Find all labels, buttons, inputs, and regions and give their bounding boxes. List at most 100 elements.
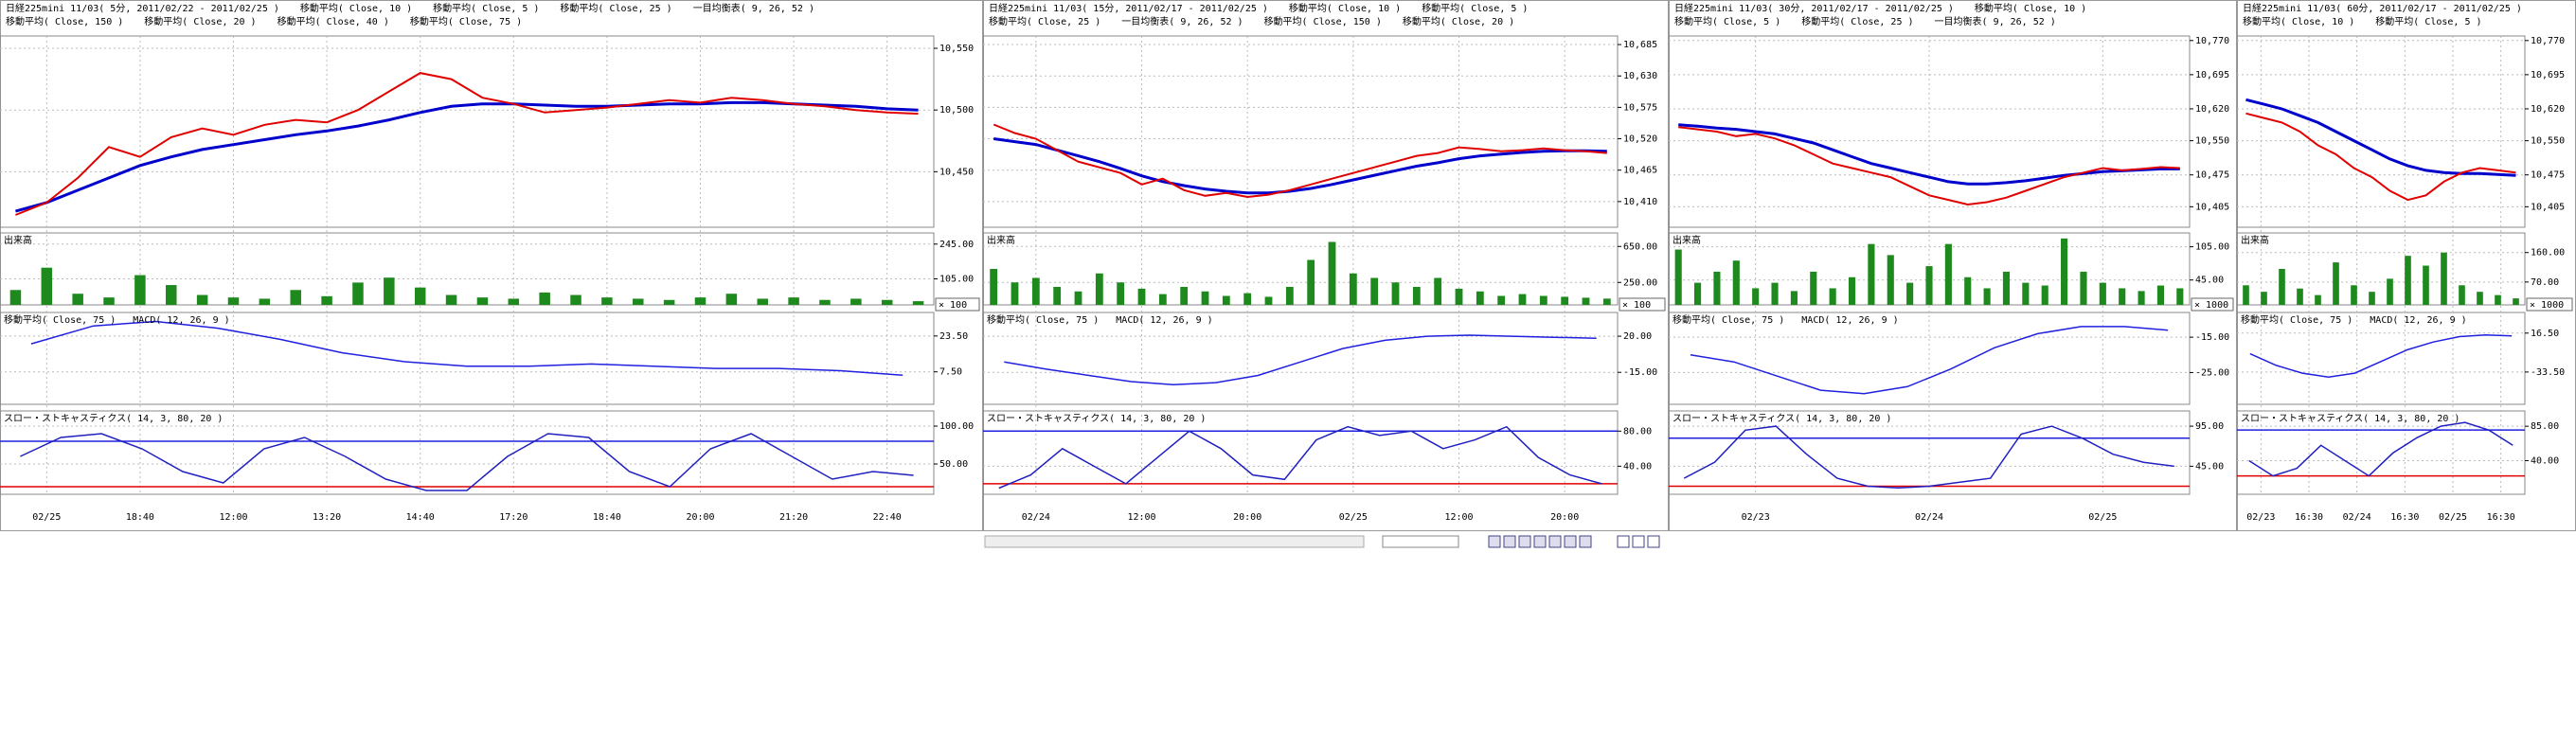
volume-bar xyxy=(570,294,581,305)
volume-bar xyxy=(1053,287,1062,305)
pane-frame xyxy=(0,312,935,405)
x-tick-label: 16:30 xyxy=(2487,512,2515,523)
macd-line xyxy=(30,320,903,376)
unit-box xyxy=(2191,297,2234,312)
volume-bar xyxy=(2297,288,2303,305)
volume-bar xyxy=(1868,243,1875,305)
x-tick-label: 02/24 xyxy=(1915,512,1943,523)
volume-bar xyxy=(290,290,301,305)
y-tick-label: 10,695 xyxy=(2531,70,2565,80)
y-tick-label: -33.50 xyxy=(2531,367,2565,378)
indicator-label: 移動平均( Close, 10 ) xyxy=(2243,15,2354,27)
volume-bar xyxy=(725,294,738,305)
pane-label: MACD( 12, 26, 9 ) xyxy=(1116,315,1212,326)
nav-button[interactable] xyxy=(1503,535,1516,548)
volume-bar xyxy=(1222,295,1230,305)
indicator-label: 日経225mini 11/03( 60分, 2011/02/17 - 2011/… xyxy=(2243,2,2522,14)
x-tick-label: 13:20 xyxy=(313,512,341,523)
y-tick-label: 10,405 xyxy=(2195,202,2229,212)
macd-line xyxy=(1690,326,2169,395)
nav-button[interactable] xyxy=(1518,535,1531,548)
pane-label: 移動平均( Close, 75 ) xyxy=(4,313,116,326)
y-tick-label: 23.50 xyxy=(939,331,968,342)
nav-button[interactable] xyxy=(1548,535,1562,548)
nav-button[interactable] xyxy=(1647,535,1660,548)
y-tick-label: 50.00 xyxy=(939,459,968,470)
volume-bar xyxy=(1285,287,1294,305)
y-tick-label: 85.00 xyxy=(2531,421,2559,432)
nav-button[interactable] xyxy=(1632,535,1645,548)
pane-label: 出来高 xyxy=(1673,234,1701,246)
scroll-thumb[interactable] xyxy=(1382,535,1459,548)
stochastic-line xyxy=(20,433,914,491)
pane-frame xyxy=(2237,232,2526,306)
pane-label: スロー・ストキャスティクス( 14, 3, 80, 20 ) xyxy=(4,413,223,424)
volume-bar xyxy=(1074,291,1082,305)
indicator-label: 移動平均( Close, 5 ) xyxy=(433,2,539,14)
close-line xyxy=(2245,112,2516,202)
pane-label: 出来高 xyxy=(2241,234,2269,246)
volume-bar xyxy=(2156,285,2165,305)
indicator-label: 日経225mini 11/03( 30分, 2011/02/17 - 2011/… xyxy=(1674,2,1954,14)
volume-bar xyxy=(1497,295,1506,305)
volume-bar xyxy=(2405,256,2411,305)
indicator-label: 移動平均( Close, 75 ) xyxy=(410,15,522,27)
volume-bar xyxy=(2459,285,2465,305)
x-tick-label: 12:00 xyxy=(219,512,247,523)
volume-bar xyxy=(259,298,271,305)
close-line xyxy=(1678,126,2180,206)
pane-frame xyxy=(1669,312,2191,405)
pane-frame xyxy=(2237,410,2526,495)
volume-bar xyxy=(445,294,457,305)
x-tick-label: 16:30 xyxy=(2295,512,2323,523)
scroll-track[interactable] xyxy=(984,535,1365,548)
nav-button[interactable] xyxy=(1617,535,1630,548)
volume-bar xyxy=(9,290,22,305)
y-tick-label: 245.00 xyxy=(939,240,974,250)
pane-label: 出来高 xyxy=(987,234,1015,246)
volume-bar xyxy=(1983,288,1991,305)
indicator-label: 移動平均( Close, 5 ) xyxy=(1422,2,1528,14)
pane-frame xyxy=(0,232,935,306)
pane-label: MACD( 12, 26, 9 ) xyxy=(133,315,229,326)
indicator-label: 移動平均( Close, 25 ) xyxy=(989,15,1100,27)
x-tick-label: 18:40 xyxy=(593,512,621,523)
nav-button[interactable] xyxy=(1533,535,1547,548)
pane-label: 移動平均( Close, 75 ) xyxy=(2241,313,2352,326)
volume-bar xyxy=(1201,291,1209,305)
volume-bar xyxy=(2022,282,2030,305)
pane-frame xyxy=(2237,312,2526,405)
volume-unit: × 1000 xyxy=(2194,300,2228,311)
x-tick-label: 12:00 xyxy=(1444,512,1473,523)
y-tick-label: 20.00 xyxy=(1623,331,1652,342)
volume-bar xyxy=(2061,238,2068,305)
volume-bar xyxy=(321,295,332,305)
y-tick-label: 45.00 xyxy=(2195,461,2224,472)
indicator-label: 移動平均( Close, 5 ) xyxy=(1674,15,1780,27)
volume-bar xyxy=(1848,276,1856,305)
volume-bar xyxy=(1243,293,1252,305)
volume-bar xyxy=(1582,297,1590,305)
nav-button[interactable] xyxy=(1488,535,1501,548)
y-tick-label: 10,550 xyxy=(2531,136,2565,147)
nav-button[interactable] xyxy=(1564,535,1577,548)
y-tick-label: 80.00 xyxy=(1623,426,1652,437)
nav-button[interactable] xyxy=(1579,535,1592,548)
y-tick-label: 10,550 xyxy=(939,44,974,54)
volume-bar xyxy=(1732,260,1740,305)
volume-bar xyxy=(1095,273,1103,305)
chart-panel: 日経225mini 11/03( 5分, 2011/02/22 - 2011/0… xyxy=(0,0,983,531)
volume-bar xyxy=(2441,252,2447,305)
x-tick-label: 02/24 xyxy=(2343,512,2371,523)
volume-bar xyxy=(2387,278,2393,305)
panel-frame xyxy=(0,0,983,531)
panel-frame xyxy=(1669,0,2237,531)
volume-bar xyxy=(2138,291,2145,305)
macd-line xyxy=(1004,334,1597,386)
y-tick-label: 10,630 xyxy=(1623,71,1657,81)
y-tick-label: 10,695 xyxy=(2195,70,2229,80)
volume-bar xyxy=(1158,294,1167,305)
indicator-label: 一目均衡表( 9, 26, 52 ) xyxy=(1935,15,2056,27)
scrollbar[interactable] xyxy=(984,535,1660,548)
volume-bar xyxy=(1434,277,1442,305)
